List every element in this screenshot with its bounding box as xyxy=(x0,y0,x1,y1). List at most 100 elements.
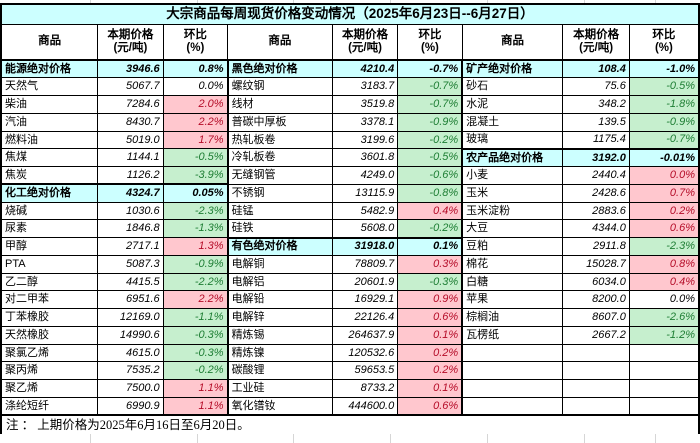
price-cell[interactable]: 22126.4 xyxy=(331,308,399,327)
commodity-cell[interactable]: 棉花 xyxy=(461,254,564,274)
pct-cell[interactable]: 0.4% xyxy=(628,272,700,292)
commodity-cell[interactable]: 精炼锡 xyxy=(226,325,333,345)
pct-cell[interactable]: -0.3% xyxy=(397,272,463,292)
price-cell[interactable]: 5087.3 xyxy=(97,254,164,274)
pct-cell[interactable]: -0.6% xyxy=(397,166,463,185)
pct-cell[interactable]: 0.2% xyxy=(397,343,463,363)
pct-cell[interactable]: 2.0% xyxy=(162,95,229,114)
commodity-cell[interactable]: 砂石 xyxy=(461,77,564,96)
pct-cell[interactable]: -0.5% xyxy=(628,77,700,96)
commodity-cell[interactable]: 碳酸锂 xyxy=(226,361,333,380)
price-cell[interactable]: 1030.6 xyxy=(97,201,164,221)
pct-cell[interactable]: -3.9% xyxy=(162,166,229,185)
price-cell[interactable]: 78809.7 xyxy=(331,254,399,274)
commodity-cell[interactable]: 小麦 xyxy=(461,166,564,185)
pct-cell[interactable] xyxy=(628,361,700,380)
pct-cell[interactable]: -1.0% xyxy=(628,59,700,79)
price-cell[interactable]: 139.5 xyxy=(562,112,630,132)
pct-cell[interactable]: 2.2% xyxy=(162,290,229,309)
commodity-cell[interactable]: 农产品绝对价格 xyxy=(461,147,564,167)
pct-cell[interactable]: 2.2% xyxy=(162,112,229,132)
price-cell[interactable]: 4324.7 xyxy=(97,183,164,203)
commodity-cell[interactable]: 无缝钢管 xyxy=(226,166,333,185)
commodity-cell[interactable] xyxy=(461,396,564,416)
price-cell[interactable] xyxy=(562,361,630,380)
commodity-cell[interactable]: 对二甲苯 xyxy=(0,290,99,309)
commodity-cell[interactable]: 燃料油 xyxy=(0,130,99,150)
price-cell[interactable]: 2440.4 xyxy=(562,166,630,185)
commodity-cell[interactable]: 甲醇 xyxy=(0,237,99,256)
commodity-cell[interactable]: 天然气 xyxy=(0,77,99,96)
price-cell[interactable]: 348.2 xyxy=(562,95,630,114)
price-cell[interactable]: 5067.7 xyxy=(97,77,164,96)
commodity-cell[interactable]: 硅铁 xyxy=(226,219,333,238)
commodity-cell[interactable]: 豆粕 xyxy=(461,237,564,256)
pct-cell[interactable]: -0.3% xyxy=(162,325,229,345)
commodity-cell[interactable]: 黑色绝对价格 xyxy=(226,59,333,79)
commodity-cell[interactable]: 玉米淀粉 xyxy=(461,201,564,221)
pct-cell[interactable] xyxy=(628,396,700,416)
commodity-cell[interactable]: 白糖 xyxy=(461,272,564,292)
header-price-2[interactable]: 本期价格 (元/吨) xyxy=(331,23,399,61)
header-price-1[interactable]: 本期价格 (元/吨) xyxy=(97,23,164,61)
commodity-cell[interactable]: 柴油 xyxy=(0,95,99,114)
pct-cell[interactable]: 0.2% xyxy=(628,201,700,221)
price-cell[interactable]: 6990.9 xyxy=(97,396,164,416)
pct-cell[interactable]: 0.6% xyxy=(628,219,700,238)
pct-cell[interactable]: 1.1% xyxy=(162,396,229,416)
pct-cell[interactable]: -0.9% xyxy=(628,112,700,132)
commodity-cell[interactable]: 硅锰 xyxy=(226,201,333,221)
pct-cell[interactable]: 0.9% xyxy=(397,290,463,309)
price-cell[interactable]: 264637.9 xyxy=(331,325,399,345)
pct-cell[interactable]: -2.2% xyxy=(162,272,229,292)
commodity-cell[interactable]: 玻璃 xyxy=(461,130,564,150)
pct-cell[interactable]: -0.01% xyxy=(628,147,700,167)
price-cell[interactable]: 5019.0 xyxy=(97,130,164,150)
pct-cell[interactable]: -0.7% xyxy=(397,77,463,96)
pct-cell[interactable]: -0.2% xyxy=(397,219,463,238)
header-commodity-2[interactable]: 商品 xyxy=(227,23,333,61)
pct-cell[interactable]: 0.1% xyxy=(397,325,463,345)
price-cell[interactable]: 3183.7 xyxy=(331,77,399,96)
pct-cell[interactable]: 0.8% xyxy=(628,254,700,274)
pct-cell[interactable]: 0.1% xyxy=(397,236,463,256)
pct-cell[interactable]: -1.2% xyxy=(628,325,700,345)
commodity-cell[interactable]: 尿素 xyxy=(0,219,99,238)
commodity-cell[interactable]: 电解铅 xyxy=(226,290,333,309)
price-cell[interactable]: 4415.5 xyxy=(97,272,164,292)
commodity-cell[interactable]: 汽油 xyxy=(0,112,99,132)
header-commodity-3[interactable]: 商品 xyxy=(461,23,564,61)
pct-cell[interactable] xyxy=(628,379,700,398)
pct-cell[interactable]: -0.7% xyxy=(397,95,463,114)
price-cell[interactable]: 5608.0 xyxy=(331,219,399,238)
price-cell[interactable]: 444600.0 xyxy=(331,396,399,416)
price-cell[interactable]: 20601.9 xyxy=(331,272,399,292)
price-cell[interactable]: 3199.6 xyxy=(331,130,399,150)
pct-cell[interactable]: 0.0% xyxy=(628,166,700,185)
price-cell[interactable]: 2667.2 xyxy=(562,325,630,345)
price-cell[interactable]: 6034.0 xyxy=(562,272,630,292)
pct-cell[interactable]: -2.6% xyxy=(628,308,700,327)
commodity-cell[interactable]: 混凝土 xyxy=(461,112,564,132)
footnote[interactable]: 注 ： 上期价格为2025年6月16日至6月20日。 xyxy=(0,414,700,436)
pct-cell[interactable]: 0.0% xyxy=(162,77,229,96)
pct-cell[interactable]: 0.6% xyxy=(397,396,463,416)
commodity-cell[interactable] xyxy=(461,361,564,380)
price-cell[interactable]: 8607.0 xyxy=(562,308,630,327)
header-pct-2[interactable]: 环比 (%) xyxy=(397,23,463,61)
commodity-cell[interactable]: 有色绝对价格 xyxy=(226,236,333,256)
pct-cell[interactable]: 0.05% xyxy=(162,183,229,203)
commodity-cell[interactable]: 普碳中厚板 xyxy=(226,112,333,132)
commodity-cell[interactable]: 螺纹钢 xyxy=(226,77,333,96)
commodity-cell[interactable] xyxy=(461,343,564,363)
price-cell[interactable] xyxy=(562,379,630,398)
pct-cell[interactable] xyxy=(628,343,700,363)
commodity-cell[interactable]: 矿产绝对价格 xyxy=(461,59,564,79)
pct-cell[interactable]: 0.8% xyxy=(162,59,229,79)
commodity-cell[interactable]: 电解铜 xyxy=(226,254,333,274)
pct-cell[interactable]: -0.2% xyxy=(397,130,463,150)
commodity-cell[interactable]: 能源绝对价格 xyxy=(0,59,99,79)
pct-cell[interactable]: 0.1% xyxy=(397,379,463,398)
commodity-cell[interactable]: 聚乙烯 xyxy=(0,379,99,398)
price-cell[interactable]: 16929.1 xyxy=(331,290,399,309)
